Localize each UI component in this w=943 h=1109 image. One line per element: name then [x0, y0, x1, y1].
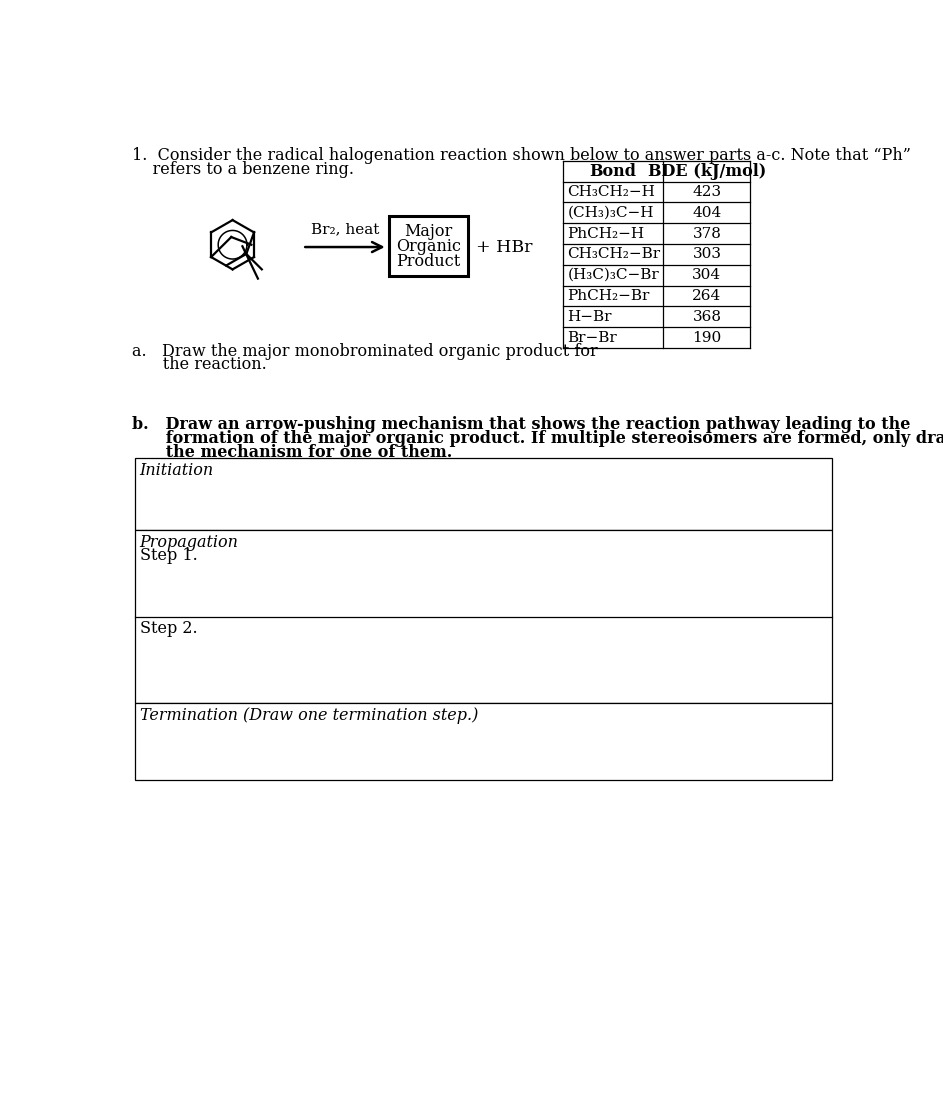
Text: formation of the major organic product. If multiple stereoisomers are formed, on: formation of the major organic product. …	[132, 430, 943, 447]
Text: Major: Major	[405, 223, 453, 240]
Text: H−Br: H−Br	[568, 309, 612, 324]
Text: the reaction.: the reaction.	[132, 356, 267, 374]
Text: Initiation: Initiation	[140, 461, 214, 479]
Text: 1.  Consider the radical halogenation reaction shown below to answer parts a-c. : 1. Consider the radical halogenation rea…	[132, 146, 911, 164]
Text: (H₃C)₃C−Br: (H₃C)₃C−Br	[568, 268, 659, 282]
Text: (CH₃)₃C−H: (CH₃)₃C−H	[568, 206, 653, 220]
Text: 304: 304	[692, 268, 721, 282]
Text: Step 1.: Step 1.	[140, 548, 197, 564]
Text: refers to a benzene ring.: refers to a benzene ring.	[132, 161, 354, 177]
Text: Br₂, heat: Br₂, heat	[311, 222, 379, 236]
Bar	[135, 530, 832, 703]
Text: PhCH₂−H: PhCH₂−H	[568, 226, 644, 241]
Text: Br−Br: Br−Br	[568, 330, 617, 345]
Text: Termination (Draw one termination step.): Termination (Draw one termination step.)	[140, 706, 478, 724]
Bar	[135, 458, 832, 530]
Text: Bond: Bond	[589, 163, 637, 180]
Text: Organic: Organic	[396, 237, 461, 255]
Text: 190: 190	[692, 330, 721, 345]
Text: the mechanism for one of them.: the mechanism for one of them.	[132, 445, 452, 461]
Text: PhCH₂−Br: PhCH₂−Br	[568, 289, 650, 303]
Text: 264: 264	[692, 289, 721, 303]
Text: b.   Draw an arrow-pushing mechanism that shows the reaction pathway leading to : b. Draw an arrow-pushing mechanism that …	[132, 417, 910, 434]
Text: 404: 404	[692, 206, 721, 220]
Text: a.   Draw the major monobrominated organic product for: a. Draw the major monobrominated organic…	[132, 343, 598, 359]
Text: CH₃CH₂−Br: CH₃CH₂−Br	[568, 247, 660, 262]
Text: CH₃CH₂−H: CH₃CH₂−H	[568, 185, 655, 199]
Bar	[389, 216, 468, 276]
Text: Step 2.: Step 2.	[140, 621, 197, 638]
Text: BDE (kJ/mol): BDE (kJ/mol)	[648, 163, 766, 180]
Bar	[135, 703, 832, 780]
Text: Propagation: Propagation	[140, 535, 239, 551]
Text: Product: Product	[396, 253, 461, 269]
Text: + HBr: + HBr	[476, 238, 533, 255]
Text: 423: 423	[692, 185, 721, 199]
Text: 303: 303	[692, 247, 721, 262]
Text: 368: 368	[692, 309, 721, 324]
Text: 378: 378	[692, 226, 721, 241]
